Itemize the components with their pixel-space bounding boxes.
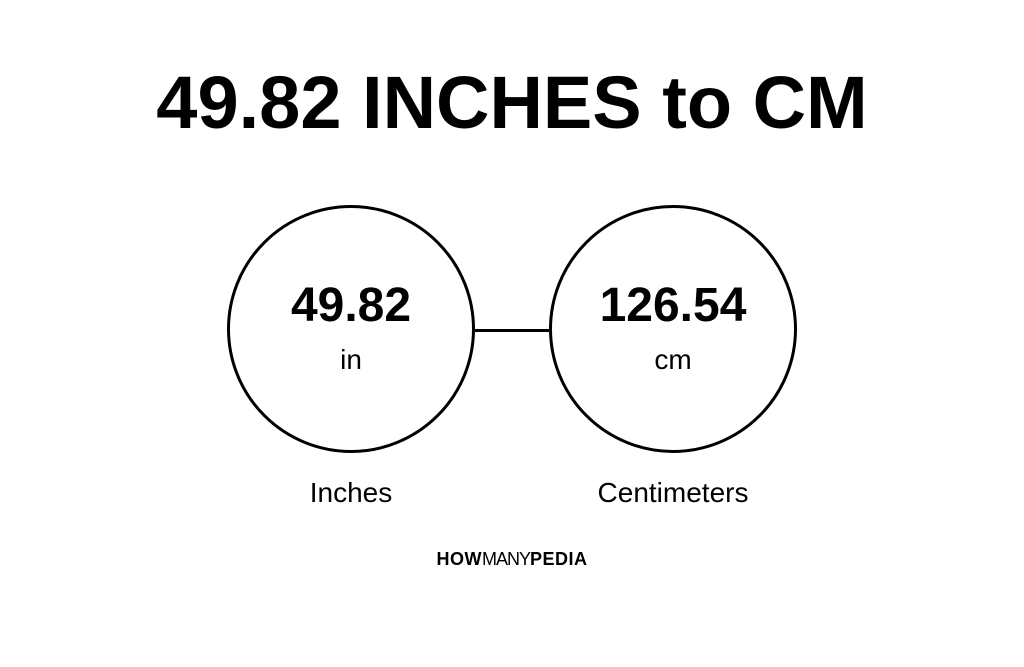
right-label: Centimeters bbox=[598, 477, 749, 509]
brand-pedia: PEDIA bbox=[530, 549, 588, 570]
brand-logo: HOWMANYPEDIA bbox=[436, 549, 587, 570]
right-unit: cm bbox=[654, 344, 691, 376]
right-circle-group: 126.54 cm Centimeters bbox=[549, 205, 797, 509]
conversion-diagram: 49.82 in Inches 126.54 cm Centimeters bbox=[227, 205, 797, 509]
left-circle: 49.82 in bbox=[227, 205, 475, 453]
left-label: Inches bbox=[310, 477, 393, 509]
left-unit: in bbox=[340, 344, 362, 376]
page-title: 49.82 INCHES to CM bbox=[156, 60, 867, 145]
left-value: 49.82 bbox=[291, 282, 411, 330]
brand-how: HOW bbox=[436, 549, 482, 570]
connector-line bbox=[475, 329, 549, 332]
brand-many: MANY bbox=[482, 549, 530, 570]
right-circle: 126.54 cm bbox=[549, 205, 797, 453]
right-value: 126.54 bbox=[600, 282, 747, 330]
left-circle-group: 49.82 in Inches bbox=[227, 205, 475, 509]
